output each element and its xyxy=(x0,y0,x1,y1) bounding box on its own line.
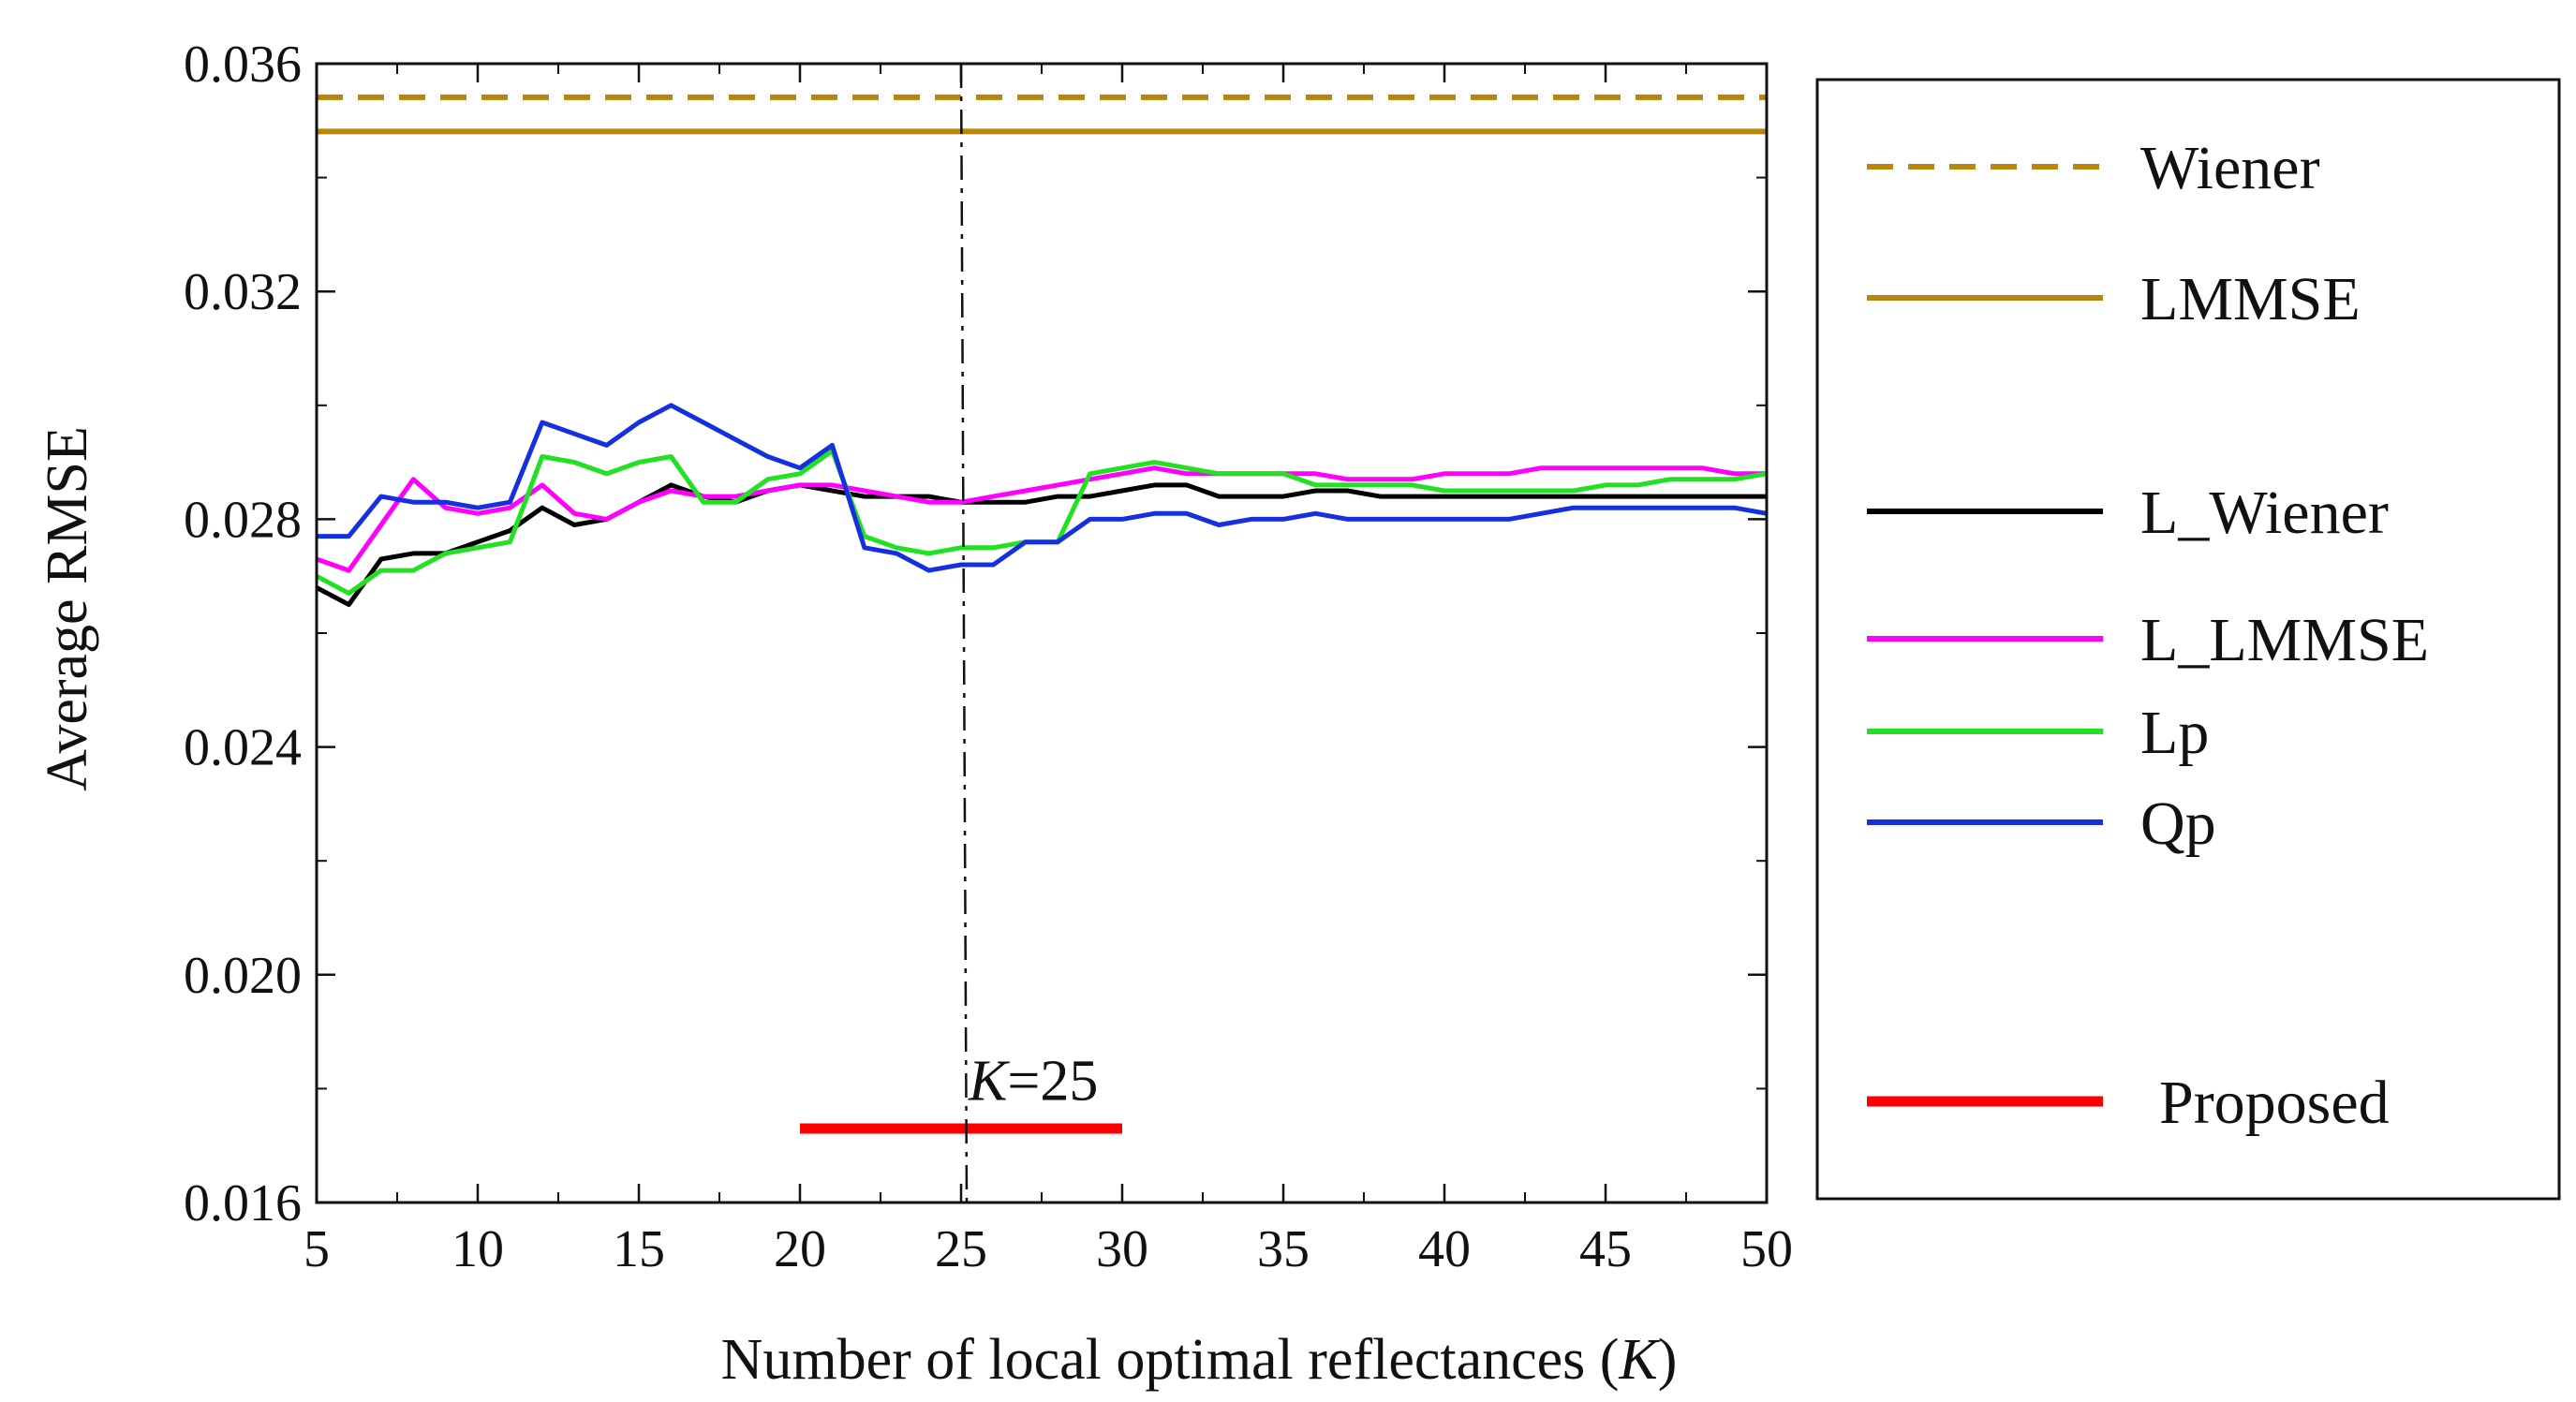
y-axis-title: Average RMSE xyxy=(36,426,99,791)
y-tick-label: 0.032 xyxy=(184,263,302,321)
legend: Wiener LMMSE L_Wiener L_LMMSE Lp Qp Proposed xyxy=(1815,78,2561,1201)
x-tick-label: 40 xyxy=(1418,1220,1471,1278)
x-tick-label: 35 xyxy=(1257,1220,1310,1278)
series-l-wiener-line xyxy=(315,482,1767,608)
k-annotation: K=25 xyxy=(968,1050,1098,1114)
x-tick-label: 50 xyxy=(1740,1220,1793,1278)
legend-label-wiener: Wiener xyxy=(2140,134,2320,202)
x-tick-label: 20 xyxy=(774,1220,826,1278)
x-tick-label: 30 xyxy=(1096,1220,1148,1278)
legend-label-lmmse: LMMSE xyxy=(2140,265,2361,333)
legend-label-qp: Qp xyxy=(2140,790,2216,858)
series-l-lmmse-line xyxy=(316,465,1767,573)
y-tick-label: 0.036 xyxy=(184,36,302,94)
series-qp-line xyxy=(317,403,1768,573)
y-tick-label: 0.016 xyxy=(184,1174,302,1232)
legend-label-l-wiener: L_Wiener xyxy=(2140,479,2389,547)
plot-area: K=25 xyxy=(315,63,1768,1203)
y-tick-label: 0.028 xyxy=(184,491,302,549)
y-tick-label: 0.020 xyxy=(184,947,302,1005)
legend-label-lp: Lp xyxy=(2140,699,2209,767)
x-tick-label: 10 xyxy=(452,1220,504,1278)
k-marker-line xyxy=(959,63,969,1203)
x-axis-title: Number of local optimal reflectances (K) xyxy=(721,1328,1678,1392)
legend-label-l-lmmse: L_LMMSE xyxy=(2140,606,2429,674)
legend-label-proposed: Proposed xyxy=(2159,1069,2390,1137)
x-tick-label: 25 xyxy=(935,1220,987,1278)
x-tick-label: 15 xyxy=(613,1220,665,1278)
series-lp-line xyxy=(315,448,1768,596)
x-tick-label: 5 xyxy=(303,1220,330,1278)
axes: 5 10 15 20 25 30 35 40 45 50 0.016 0.020 0.024 0.028 0… xyxy=(184,36,1793,1278)
y-tick-label: 0.024 xyxy=(184,719,302,777)
x-tick-label: 45 xyxy=(1579,1220,1632,1278)
plot-frame xyxy=(315,62,1769,1204)
